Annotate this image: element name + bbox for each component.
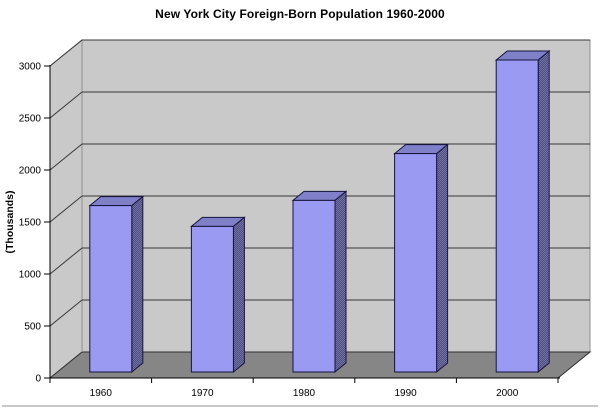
bars — [88, 49, 551, 374]
svg-text:1500: 1500 — [19, 218, 42, 229]
chart-title: New York City Foreign-Born Population 19… — [155, 7, 445, 21]
bar-1960 — [88, 195, 145, 374]
svg-text:1000: 1000 — [19, 270, 42, 281]
y-axis-labels: 0 500 1000 1500 2000 2500 3000 — [19, 62, 42, 385]
bar-1990 — [393, 143, 450, 374]
bottom-rule — [2, 405, 598, 407]
bar-1970 — [189, 216, 246, 374]
axes — [44, 65, 560, 383]
svg-text:2000: 2000 — [496, 388, 519, 399]
x-axis-labels: 1960 1970 1980 1990 2000 — [90, 388, 519, 399]
svg-text:1970: 1970 — [191, 388, 214, 399]
svg-text:0: 0 — [35, 374, 41, 385]
svg-text:1980: 1980 — [293, 388, 316, 399]
svg-text:500: 500 — [24, 322, 41, 333]
bar-1980 — [291, 190, 348, 374]
svg-text:1960: 1960 — [90, 388, 113, 399]
svg-text:1990: 1990 — [394, 388, 417, 399]
svg-text:2000: 2000 — [19, 166, 42, 177]
svg-text:2500: 2500 — [19, 114, 42, 125]
bar-2000 — [494, 49, 551, 374]
svg-text:3000: 3000 — [19, 62, 42, 73]
